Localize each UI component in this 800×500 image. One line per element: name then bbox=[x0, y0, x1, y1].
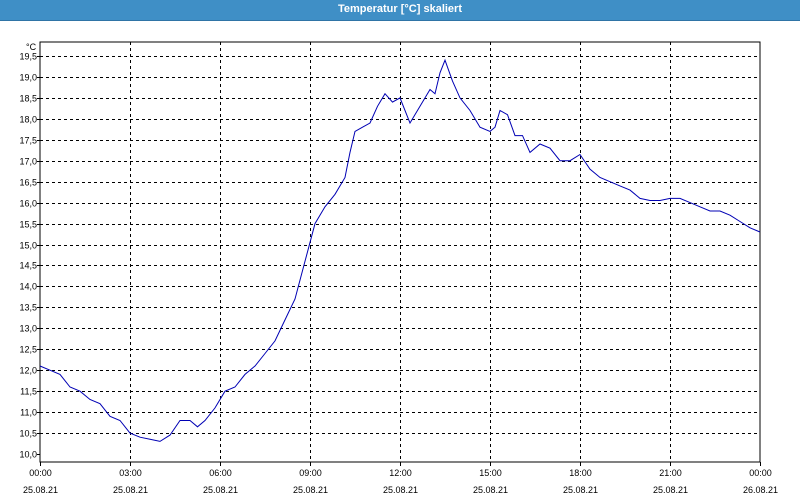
x-tick-time-label: 00:00 bbox=[749, 468, 772, 478]
x-tick-time-label: 18:00 bbox=[569, 468, 592, 478]
x-tick-time-label: 15:00 bbox=[479, 468, 502, 478]
y-tick-label: 15,0 bbox=[19, 241, 37, 251]
chart-title: Temperatur [°C] skaliert bbox=[337, 3, 462, 15]
x-tick-time-label: 06:00 bbox=[209, 468, 232, 478]
x-tick-date-label: 25.08.21 bbox=[23, 485, 58, 495]
x-tick-time-label: 00:00 bbox=[29, 468, 52, 478]
y-axis-unit: °C bbox=[26, 42, 37, 52]
x-tick-date-label: 25.08.21 bbox=[203, 485, 238, 495]
y-tick-label: 18,0 bbox=[19, 115, 37, 125]
y-tick-label: 10,0 bbox=[19, 450, 37, 460]
x-tick-time-label: 03:00 bbox=[119, 468, 142, 478]
x-tick-time-label: 09:00 bbox=[299, 468, 322, 478]
line-chart: 10,0 10,5 11,0 11,5 12,0 12,5 13,0 13,5 14,0 14,5… bbox=[19, 41, 778, 495]
y-tick-label: 19,5 bbox=[19, 52, 37, 62]
x-tick-time-label: 21:00 bbox=[659, 468, 682, 478]
y-tick-label: 12,5 bbox=[19, 345, 37, 355]
x-tick-date-label: 25.08.21 bbox=[113, 485, 148, 495]
x-tick-time-label: 12:00 bbox=[389, 468, 412, 478]
x-tick-date-label: 25.08.21 bbox=[383, 485, 418, 495]
y-tick-label: 11,5 bbox=[20, 387, 37, 397]
y-tick-label: 17,0 bbox=[19, 157, 37, 167]
y-tick-label: 13,5 bbox=[19, 303, 37, 313]
y-tick-label: 19,0 bbox=[19, 73, 37, 83]
y-tick-label: 10,5 bbox=[19, 429, 37, 439]
chart-title-bar: Temperatur [°C] skaliert bbox=[0, 0, 800, 21]
y-tick-label: 15,5 bbox=[19, 220, 37, 230]
y-tick-label: 11,0 bbox=[20, 408, 37, 418]
y-tick-label: 16,0 bbox=[19, 199, 37, 209]
temperature-series-line bbox=[39, 58, 761, 442]
y-tick-label: 14,0 bbox=[19, 282, 37, 292]
x-tick-date-label: 25.08.21 bbox=[653, 485, 688, 495]
x-tick-date-label: 26.08.21 bbox=[743, 485, 778, 495]
x-tick-date-label: 25.08.21 bbox=[473, 485, 508, 495]
x-tick-date-label: 25.08.21 bbox=[293, 485, 328, 495]
y-tick-label: 18,5 bbox=[19, 94, 37, 104]
y-tick-label: 14,5 bbox=[19, 261, 37, 271]
x-tick-date-label: 25.08.21 bbox=[563, 485, 598, 495]
y-tick-label: 12,0 bbox=[19, 366, 37, 376]
chart-area: 10,0 10,5 11,0 11,5 12,0 12,5 13,0 13,5 14,0 14,5… bbox=[0, 21, 800, 500]
y-tick-label: 17,5 bbox=[19, 136, 37, 146]
y-tick-label: 13,0 bbox=[19, 324, 37, 334]
y-tick-label: 16,5 bbox=[19, 178, 37, 188]
